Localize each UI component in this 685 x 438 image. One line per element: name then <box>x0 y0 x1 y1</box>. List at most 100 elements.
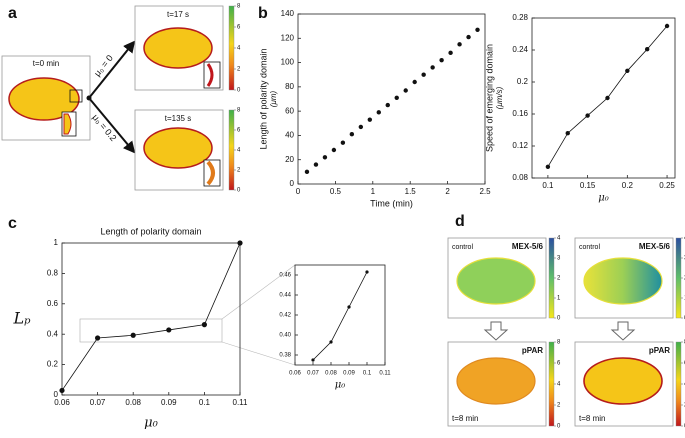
y-axis-label: Speed of emerging domain <box>484 44 494 152</box>
y-tick-label: 0 <box>290 179 295 188</box>
x-axis-label: μ₀ <box>335 380 346 391</box>
point <box>95 335 101 341</box>
point <box>340 140 346 145</box>
point <box>304 169 310 175</box>
x-tick-label: 0.09 <box>343 371 355 377</box>
point <box>385 102 390 108</box>
point <box>322 155 328 160</box>
x-tick-label: 0.1 <box>542 181 554 190</box>
x-tick-label: 0.1 <box>199 398 211 407</box>
y-tick-label: 0.4 <box>47 329 59 338</box>
colorbar-tick-label: 0 <box>237 88 241 94</box>
y-tick-label: 0.40 <box>279 333 291 339</box>
condition: control <box>452 244 473 251</box>
x-tick-label: 0.25 <box>659 181 675 190</box>
point <box>166 327 172 333</box>
colorbar-tick-label: 8 <box>237 108 241 114</box>
colorbar-tick-label: 2 <box>557 276 561 282</box>
time-label: t=8 min <box>579 414 605 423</box>
y-tick-label: 1 <box>54 238 59 247</box>
panel-a: t=0 min μ₀ = 0 μ₀ = 0.2 t=17 s t=135 s <box>1 5 224 191</box>
y-tick-label: 60 <box>285 106 294 115</box>
point <box>448 50 453 56</box>
colorbar-tick-label: 2 <box>237 67 241 73</box>
x-tick-label: 0.11 <box>379 371 391 377</box>
arrow <box>88 40 136 99</box>
colorbar <box>548 237 555 319</box>
y-axis-label: Length of polarity domain <box>258 48 268 149</box>
condition: control <box>579 244 600 251</box>
point <box>421 72 426 77</box>
down-arrow <box>483 321 509 341</box>
arrow <box>88 97 136 154</box>
down-arrow <box>610 321 636 341</box>
point <box>394 95 399 100</box>
colorbar <box>228 109 235 191</box>
point <box>376 110 381 115</box>
y-tick-label: 0.2 <box>517 77 529 86</box>
zoom-box <box>69 89 83 103</box>
colorbar-tick-label: 2 <box>237 168 241 174</box>
cell <box>143 27 213 69</box>
mu-label: μ₀ = 0 <box>92 53 115 78</box>
point <box>329 340 333 344</box>
panel-label: d <box>455 213 465 230</box>
point <box>367 117 373 122</box>
y-tick-label: 140 <box>281 9 295 18</box>
point <box>605 95 610 101</box>
point <box>625 68 630 74</box>
point <box>430 65 435 70</box>
x-axis-label: μ₀ <box>144 416 158 431</box>
x-tick-label: 2.5 <box>479 187 491 196</box>
colorbar-tick-label: 2 <box>557 403 561 409</box>
point <box>59 387 65 394</box>
plot-frame <box>297 13 486 185</box>
inset-cell <box>63 113 72 135</box>
colorbar <box>675 341 682 427</box>
y-tick-label: 80 <box>285 82 294 91</box>
plot-frame <box>61 242 241 396</box>
y-tick-label: 0.6 <box>47 299 59 308</box>
protein: MEX-5/6 <box>512 242 544 251</box>
y-tick-label: 0.08 <box>512 173 528 182</box>
line <box>61 242 241 391</box>
y-tick-label: 0.24 <box>512 45 528 54</box>
protein: MEX-5/6 <box>639 242 671 251</box>
y-axis-label: Lₚ <box>12 309 31 328</box>
colorbar-tick-label: 6 <box>237 128 241 134</box>
panel-d: control MEX-5/6 control MEX-5/6 pPAR t=8… <box>447 237 674 427</box>
y-tick-label: 100 <box>281 58 295 67</box>
time-label: t=0 min <box>33 59 59 68</box>
x-axis-label: μ₀ <box>598 193 609 204</box>
colorbar-tick-label: 8 <box>557 340 561 346</box>
point <box>358 124 364 130</box>
zoom-line <box>221 341 296 366</box>
x-tick-label: 1.5 <box>405 187 417 196</box>
point <box>331 147 337 153</box>
y-tick-label: 0.12 <box>512 141 528 150</box>
point <box>466 34 471 40</box>
chart-title: Length of polarity domain <box>100 226 201 236</box>
y-tick-label: 0.16 <box>512 109 528 118</box>
y-tick-label: 0.8 <box>47 269 59 278</box>
zoom-line <box>221 264 296 320</box>
point <box>365 270 369 274</box>
point <box>313 162 319 167</box>
time-label: t=8 min <box>452 414 478 423</box>
inset-cell <box>206 63 214 87</box>
time-label: t=135 s <box>165 114 191 123</box>
y-tick-label: 0.42 <box>279 313 291 319</box>
colorbar <box>548 341 555 427</box>
colorbar-tick-label: 4 <box>557 236 561 242</box>
y-tick-label: 0.46 <box>279 273 291 279</box>
cell <box>456 257 536 305</box>
point <box>349 132 355 137</box>
colorbar-tick-label: 6 <box>237 25 241 31</box>
x-tick-label: 0.5 <box>330 187 342 196</box>
colorbar-tick-label: 0 <box>237 188 241 194</box>
plot-frame <box>531 17 676 179</box>
point <box>457 42 462 47</box>
y-tick-label: 0.2 <box>47 360 59 369</box>
plot-frame <box>294 264 386 366</box>
